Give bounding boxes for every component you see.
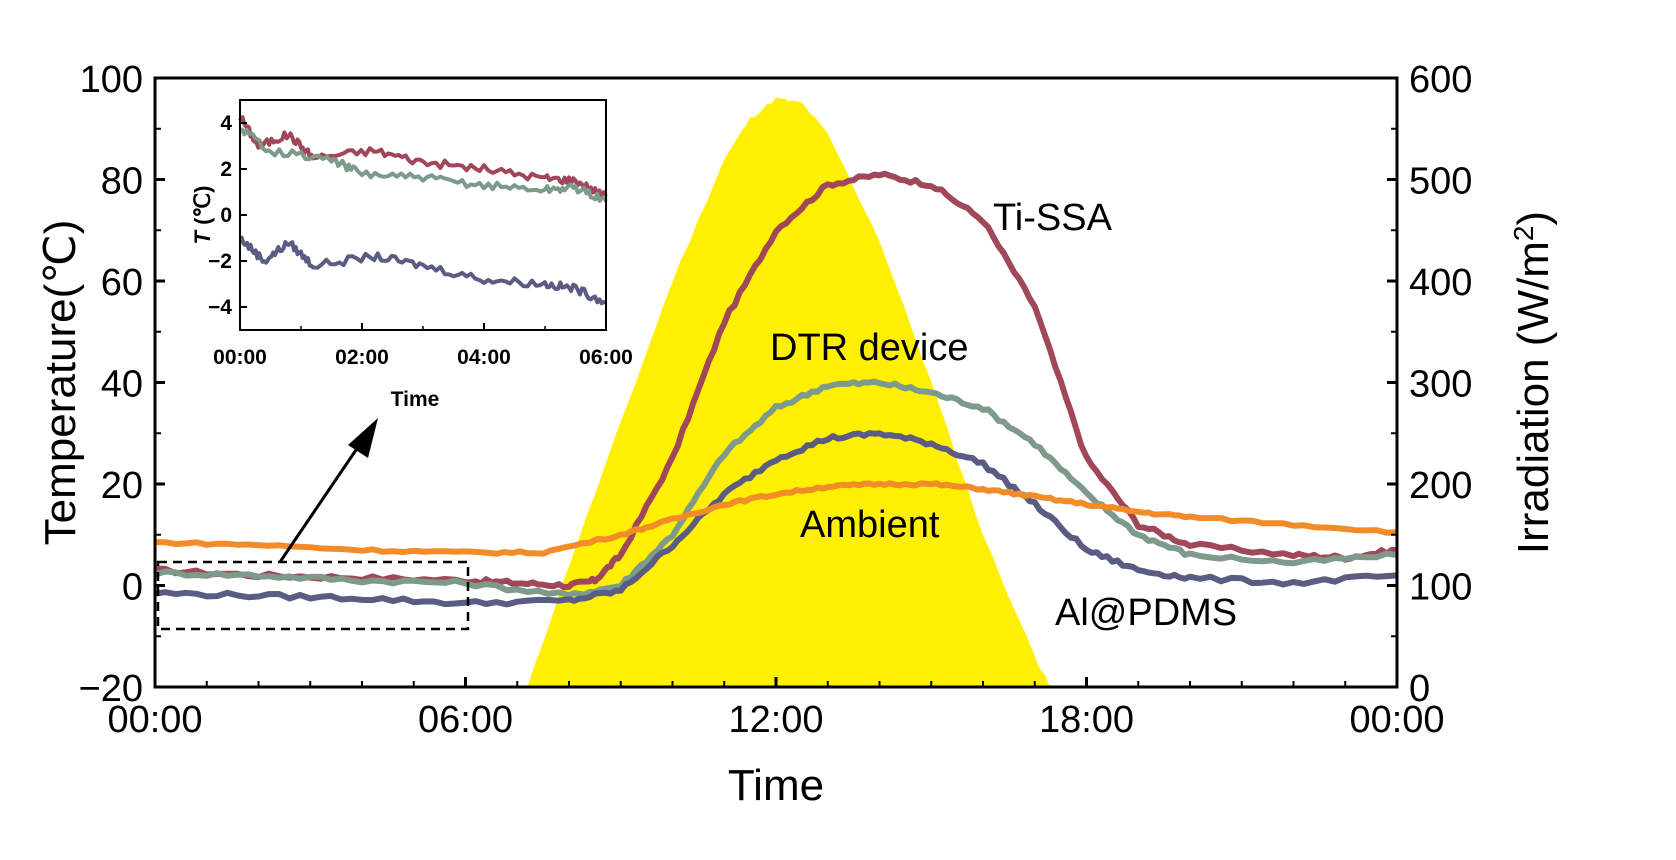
inset-y-tick-label: 0 <box>220 204 232 227</box>
series-line-al-pdms <box>154 430 1398 608</box>
annotation-ti-ssa: Ti-SSA <box>993 197 1113 239</box>
inset-x-tick-label: 00:00 <box>213 346 267 369</box>
y-axis-label: Temperature(℃) <box>36 220 85 546</box>
zoom-region-box <box>156 560 470 631</box>
main-series-layer <box>154 170 1398 608</box>
irradiation-area-layer <box>527 97 1051 687</box>
inset-background <box>240 100 606 330</box>
inset-series-line-al-pdms <box>239 235 607 306</box>
inset-y-tick-label: −2 <box>208 250 232 273</box>
zoom-arrow <box>278 418 378 563</box>
inset-y-tick-label: −4 <box>208 296 232 319</box>
inset-series-line-ti-ssa <box>238 115 608 200</box>
y2-tick-label: 300 <box>1409 364 1472 406</box>
y-tick-label: 100 <box>80 59 143 101</box>
y-tick-label: 20 <box>101 465 143 507</box>
annotation-ambient: Ambient <box>800 504 940 546</box>
inset-series-layer <box>238 115 608 306</box>
inset-plot: 4 2 0 −2 −4 00:00 02:00 04:00 06:00 T (℃) Time <box>190 99 633 411</box>
y2-tick-label: 400 <box>1409 262 1472 304</box>
irradiation-area <box>527 97 1051 687</box>
x-axis-label: Time <box>728 761 824 810</box>
series-line-ambient <box>154 480 1398 557</box>
inset-x-tick-label: 02:00 <box>335 346 389 369</box>
series-annotations: Ti-SSA DTR device Ambient Al@PDMS <box>770 197 1237 634</box>
inset-axis-ticks: 4 2 0 −2 −4 00:00 02:00 04:00 06:00 <box>208 112 633 369</box>
inset-y-tick-label: 4 <box>220 112 232 135</box>
inset-y-axis-label: T (℃) <box>190 186 215 245</box>
y-tick-label: 0 <box>122 567 143 609</box>
x-tick-label: 00:00 <box>107 699 202 741</box>
y-tick-label: 60 <box>101 262 143 304</box>
inset-series-line-dtr-device <box>239 126 608 203</box>
x-tick-label: 12:00 <box>728 699 823 741</box>
inset-x-tick-label: 06:00 <box>579 346 633 369</box>
x-tick-label: 00:00 <box>1349 699 1444 741</box>
annotation-al-pdms: Al@PDMS <box>1055 592 1237 634</box>
y2-tick-label: 0 <box>1409 668 1430 710</box>
y2-tick-label: 600 <box>1409 59 1472 101</box>
y-tick-label: 40 <box>101 364 143 406</box>
x-tick-label: 18:00 <box>1039 699 1134 741</box>
y2-tick-label: 200 <box>1409 465 1472 507</box>
series-line-dtr-device <box>154 378 1398 599</box>
y2-tick-label: 500 <box>1409 161 1472 203</box>
y-tick-label: 80 <box>101 161 143 203</box>
y-tick-label: −20 <box>79 668 143 710</box>
x-tick-label: 06:00 <box>418 699 513 741</box>
annotation-dtr-device: DTR device <box>770 327 969 369</box>
inset-y-tick-label: 2 <box>220 158 232 181</box>
y2-tick-label: 100 <box>1409 567 1472 609</box>
inset-x-axis-label: Time <box>391 388 440 411</box>
y2-axis-label: Irradiation (W/m2) <box>1508 211 1559 554</box>
inset-x-tick-label: 04:00 <box>457 346 511 369</box>
